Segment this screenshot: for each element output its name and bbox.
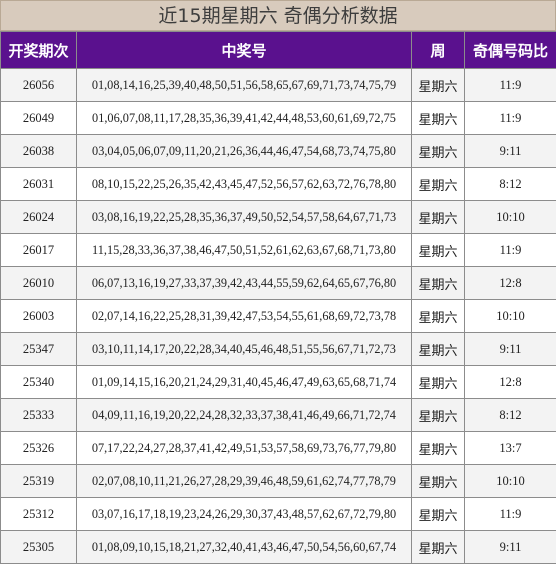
issue-cell: 25312 <box>1 498 77 531</box>
issue-cell: 25347 <box>1 333 77 366</box>
weekday-cell: 星期六 <box>412 168 465 201</box>
table-row: 26056 01,08,14,16,25,39,40,48,50,51,56,5… <box>1 69 556 102</box>
table-row: 26049 01,06,07,08,11,17,28,35,36,39,41,4… <box>1 102 556 135</box>
ratio-cell: 11:9 <box>465 234 556 267</box>
weekday-cell: 星期六 <box>412 333 465 366</box>
table-body: 26056 01,08,14,16,25,39,40,48,50,51,56,5… <box>1 69 556 564</box>
table-row: 25326 07,17,22,24,27,28,37,41,42,49,51,5… <box>1 432 556 465</box>
weekday-cell: 星期六 <box>412 366 465 399</box>
weekday-cell: 星期六 <box>412 69 465 102</box>
weekday-cell: 星期六 <box>412 465 465 498</box>
table-row: 26038 03,04,05,06,07,09,11,20,21,26,36,4… <box>1 135 556 168</box>
ratio-cell: 13:7 <box>465 432 556 465</box>
ratio-cell: 10:10 <box>465 300 556 333</box>
numbers-cell: 03,08,16,19,22,25,28,35,36,37,49,50,52,5… <box>77 201 412 234</box>
weekday-cell: 星期六 <box>412 267 465 300</box>
issue-cell: 26017 <box>1 234 77 267</box>
issue-cell: 26056 <box>1 69 77 102</box>
issue-cell: 26024 <box>1 201 77 234</box>
numbers-cell: 03,07,16,17,18,19,23,24,26,29,30,37,43,4… <box>77 498 412 531</box>
weekday-cell: 星期六 <box>412 201 465 234</box>
weekday-cell: 星期六 <box>412 531 465 564</box>
ratio-cell: 11:9 <box>465 498 556 531</box>
numbers-cell: 03,04,05,06,07,09,11,20,21,26,36,44,46,4… <box>77 135 412 168</box>
issue-cell: 25333 <box>1 399 77 432</box>
column-header-ratio: 奇偶号码比 <box>465 32 556 69</box>
table-header-row: 开奖期次 中奖号 周 奇偶号码比 <box>1 32 556 69</box>
numbers-cell: 01,08,09,10,15,18,21,27,32,40,41,43,46,4… <box>77 531 412 564</box>
numbers-cell: 07,17,22,24,27,28,37,41,42,49,51,53,57,5… <box>77 432 412 465</box>
weekday-cell: 星期六 <box>412 432 465 465</box>
weekday-cell: 星期六 <box>412 498 465 531</box>
issue-cell: 25305 <box>1 531 77 564</box>
weekday-cell: 星期六 <box>412 399 465 432</box>
ratio-cell: 12:8 <box>465 366 556 399</box>
table-row: 26017 11,15,28,33,36,37,38,46,47,50,51,5… <box>1 234 556 267</box>
table-row: 25340 01,09,14,15,16,20,21,24,29,31,40,4… <box>1 366 556 399</box>
ratio-cell: 11:9 <box>465 69 556 102</box>
table-row: 25305 01,08,09,10,15,18,21,27,32,40,41,4… <box>1 531 556 564</box>
table-row: 25312 03,07,16,17,18,19,23,24,26,29,30,3… <box>1 498 556 531</box>
table-row: 26031 08,10,15,22,25,26,35,42,43,45,47,5… <box>1 168 556 201</box>
table-row: 26024 03,08,16,19,22,25,28,35,36,37,49,5… <box>1 201 556 234</box>
column-header-issue: 开奖期次 <box>1 32 77 69</box>
ratio-cell: 9:11 <box>465 531 556 564</box>
issue-cell: 26049 <box>1 102 77 135</box>
issue-cell: 26003 <box>1 300 77 333</box>
column-header-weekday: 周 <box>412 32 465 69</box>
weekday-cell: 星期六 <box>412 300 465 333</box>
numbers-cell: 02,07,14,16,22,25,28,31,39,42,47,53,54,5… <box>77 300 412 333</box>
numbers-cell: 06,07,13,16,19,27,33,37,39,42,43,44,55,5… <box>77 267 412 300</box>
numbers-cell: 01,09,14,15,16,20,21,24,29,31,40,45,46,4… <box>77 366 412 399</box>
table-row: 25347 03,10,11,14,17,20,22,28,34,40,45,4… <box>1 333 556 366</box>
issue-cell: 26010 <box>1 267 77 300</box>
numbers-cell: 01,06,07,08,11,17,28,35,36,39,41,42,44,4… <box>77 102 412 135</box>
weekday-cell: 星期六 <box>412 234 465 267</box>
issue-cell: 25340 <box>1 366 77 399</box>
issue-cell: 26038 <box>1 135 77 168</box>
numbers-cell: 01,08,14,16,25,39,40,48,50,51,56,58,65,6… <box>77 69 412 102</box>
table-row: 25333 04,09,11,16,19,20,22,24,28,32,33,3… <box>1 399 556 432</box>
column-header-numbers: 中奖号 <box>77 32 412 69</box>
ratio-cell: 10:10 <box>465 465 556 498</box>
numbers-cell: 08,10,15,22,25,26,35,42,43,45,47,52,56,5… <box>77 168 412 201</box>
numbers-cell: 03,10,11,14,17,20,22,28,34,40,45,46,48,5… <box>77 333 412 366</box>
numbers-cell: 02,07,08,10,11,21,26,27,28,29,39,46,48,5… <box>77 465 412 498</box>
ratio-cell: 8:12 <box>465 399 556 432</box>
weekday-cell: 星期六 <box>412 135 465 168</box>
issue-cell: 25326 <box>1 432 77 465</box>
table-row: 25319 02,07,08,10,11,21,26,27,28,29,39,4… <box>1 465 556 498</box>
issue-cell: 25319 <box>1 465 77 498</box>
ratio-cell: 9:11 <box>465 333 556 366</box>
ratio-cell: 10:10 <box>465 201 556 234</box>
results-table: 开奖期次 中奖号 周 奇偶号码比 26056 01,08,14,16,25,39… <box>0 31 556 564</box>
table-row: 26010 06,07,13,16,19,27,33,37,39,42,43,4… <box>1 267 556 300</box>
page-title: 近15期星期六 奇偶分析数据 <box>0 0 556 31</box>
issue-cell: 26031 <box>1 168 77 201</box>
ratio-cell: 9:11 <box>465 135 556 168</box>
ratio-cell: 8:12 <box>465 168 556 201</box>
weekday-cell: 星期六 <box>412 102 465 135</box>
ratio-cell: 11:9 <box>465 102 556 135</box>
numbers-cell: 11,15,28,33,36,37,38,46,47,50,51,52,61,6… <box>77 234 412 267</box>
table-row: 26003 02,07,14,16,22,25,28,31,39,42,47,5… <box>1 300 556 333</box>
numbers-cell: 04,09,11,16,19,20,22,24,28,32,33,37,38,4… <box>77 399 412 432</box>
ratio-cell: 12:8 <box>465 267 556 300</box>
